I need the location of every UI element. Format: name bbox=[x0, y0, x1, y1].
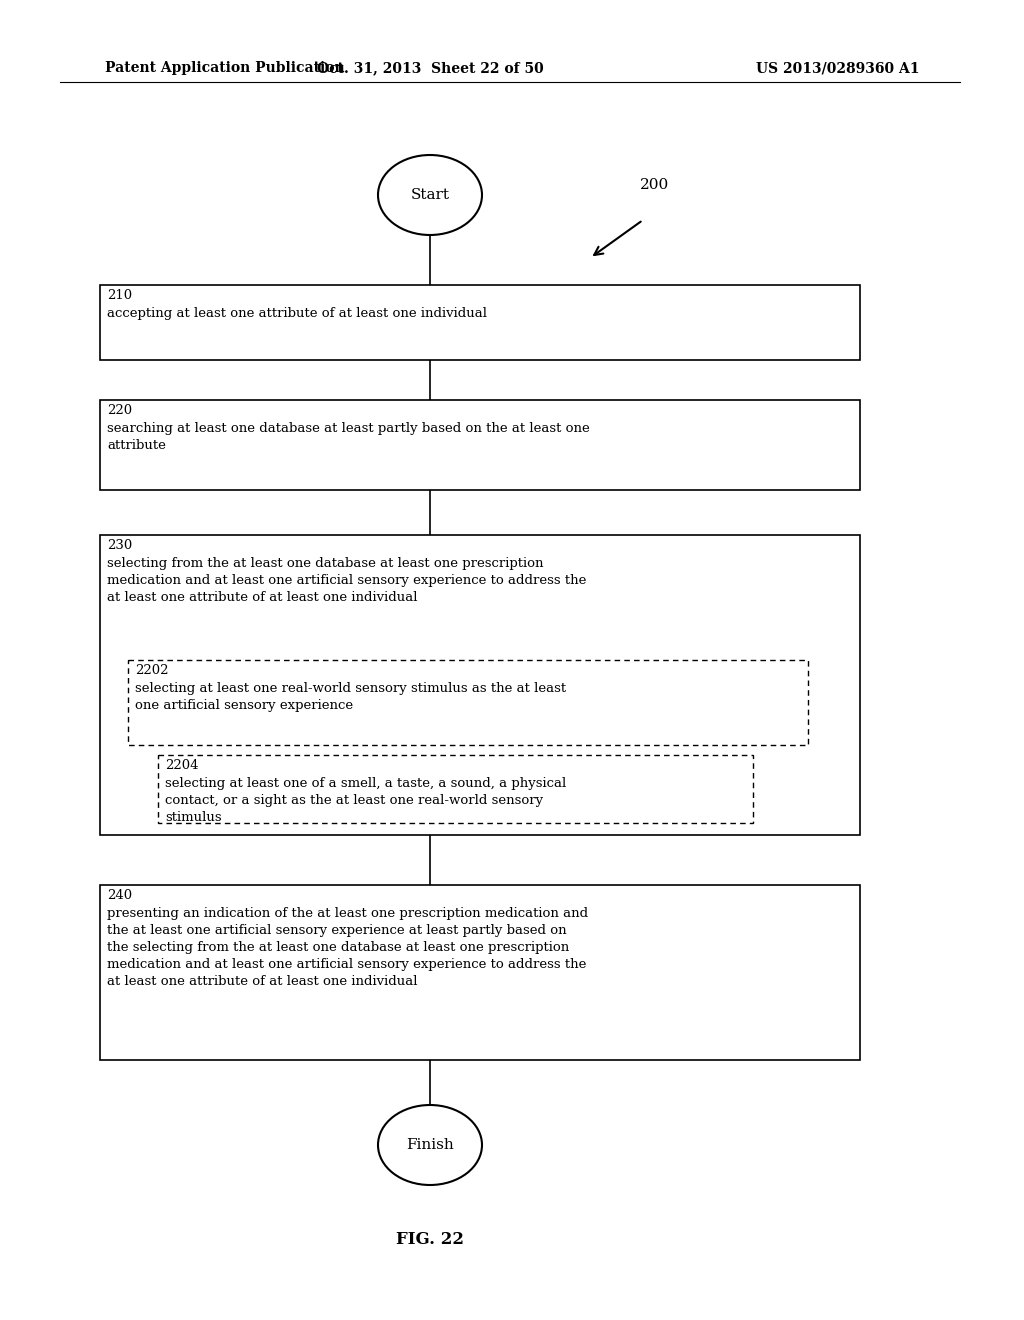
Bar bbox=[128, 660, 808, 744]
Text: Finish: Finish bbox=[407, 1138, 454, 1152]
Bar bbox=[100, 400, 860, 490]
Text: Patent Application Publication: Patent Application Publication bbox=[105, 61, 345, 75]
Text: US 2013/0289360 A1: US 2013/0289360 A1 bbox=[757, 61, 920, 75]
Text: selecting at least one real-world sensory stimulus as the at least
one artificia: selecting at least one real-world sensor… bbox=[135, 682, 566, 711]
Text: FIG. 22: FIG. 22 bbox=[396, 1232, 464, 1249]
Text: Start: Start bbox=[411, 187, 450, 202]
Ellipse shape bbox=[378, 154, 482, 235]
Text: 210: 210 bbox=[106, 289, 132, 302]
Text: 2202: 2202 bbox=[135, 664, 169, 677]
Bar bbox=[158, 755, 753, 822]
Ellipse shape bbox=[378, 1105, 482, 1185]
Text: presenting an indication of the at least one prescription medication and
the at : presenting an indication of the at least… bbox=[106, 907, 588, 987]
Text: 200: 200 bbox=[640, 178, 670, 191]
Text: selecting at least one of a smell, a taste, a sound, a physical
contact, or a si: selecting at least one of a smell, a tas… bbox=[165, 777, 566, 824]
Text: selecting from the at least one database at least one prescription
medication an: selecting from the at least one database… bbox=[106, 557, 587, 605]
Text: 220: 220 bbox=[106, 404, 132, 417]
Bar bbox=[100, 535, 860, 836]
Text: 230: 230 bbox=[106, 539, 132, 552]
Text: Oct. 31, 2013  Sheet 22 of 50: Oct. 31, 2013 Sheet 22 of 50 bbox=[316, 61, 544, 75]
Bar bbox=[100, 285, 860, 360]
Text: 2204: 2204 bbox=[165, 759, 199, 772]
Text: searching at least one database at least partly based on the at least one
attrib: searching at least one database at least… bbox=[106, 422, 590, 451]
Text: 240: 240 bbox=[106, 888, 132, 902]
Text: accepting at least one attribute of at least one individual: accepting at least one attribute of at l… bbox=[106, 308, 487, 319]
Bar bbox=[100, 884, 860, 1060]
